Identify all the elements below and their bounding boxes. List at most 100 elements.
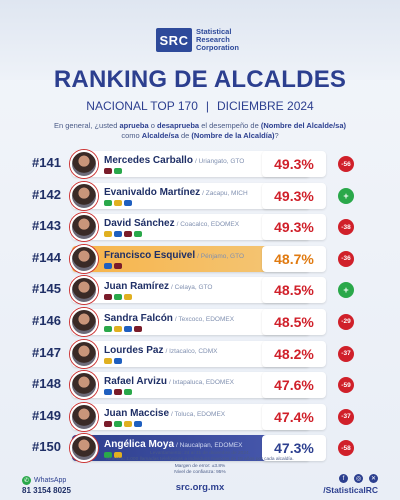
- mayor-avatar: [70, 181, 98, 210]
- website-link[interactable]: src.org.mx: [175, 482, 225, 493]
- rank-change-badge: -59: [338, 377, 354, 394]
- party-logo-icon: [134, 231, 142, 238]
- mayor-name-line: Angélica Moya / Naucalpan, EDOMEX: [104, 439, 243, 450]
- whatsapp-label: WhatsApp: [34, 477, 67, 484]
- party-logo-icon: [134, 325, 142, 332]
- ranking-row: #149 Juan Maccise / Toluca, EDOMEX 47.4% -37: [32, 402, 378, 432]
- rank-number: #144: [32, 249, 61, 265]
- party-logo-icon: [134, 420, 142, 427]
- party-logo-icon: [124, 231, 132, 238]
- page-subtitle: NACIONAL TOP 170 | DICIEMBRE 2024: [0, 99, 400, 113]
- header-band: [0, 0, 400, 80]
- mayor-location: / Coacalco, EDOMEX: [176, 221, 240, 229]
- party-logos: [104, 325, 144, 332]
- mayor-location: / Ixtapaluca, EDOMEX: [168, 379, 235, 387]
- question-text-5: de: [178, 131, 192, 140]
- approval-percentage: 48.5%: [262, 308, 326, 335]
- party-logo-icon: [114, 452, 122, 459]
- mayor-location: / Zacapu, MICH: [202, 189, 248, 197]
- party-logo-icon: [104, 357, 112, 364]
- question-text-4: como: [121, 131, 142, 140]
- party-logo-icon: [124, 389, 132, 396]
- party-logo-icon: [104, 325, 112, 332]
- rank-number: #145: [32, 281, 61, 297]
- ranking-row: #143 David Sánchez / Coacalco, EDOMEX 49.3%…: [32, 212, 378, 242]
- subtitle-scope: NACIONAL TOP 170: [86, 99, 198, 113]
- ranking-row: #148 Rafael Arvizu / Ixtapaluca, EDOMEX 47.…: [32, 370, 378, 400]
- mayor-name-line: Mercedes Carballo / Uriangato, GTO: [104, 155, 244, 166]
- party-logo-icon: [124, 199, 132, 206]
- facebook-icon[interactable]: f: [339, 474, 348, 483]
- ranking-row: #142 Evanivaldo Martínez / Zacapu, MICH 49.…: [32, 181, 378, 211]
- party-logo-icon: [104, 168, 112, 174]
- mayor-name-line: Lourdes Paz / Iztacalco, CDMX: [104, 345, 217, 356]
- rank-change-badge: -56: [338, 156, 354, 172]
- whatsapp-icon: ✆: [22, 476, 31, 485]
- party-logo-icon: [104, 452, 112, 459]
- party-logo-icon: [114, 231, 122, 238]
- party-logos: [104, 199, 134, 206]
- party-logo-icon: [124, 325, 132, 332]
- mayor-name: Sandra Falcón: [104, 312, 173, 324]
- party-logos: [104, 294, 134, 301]
- party-logo-icon: [114, 294, 122, 301]
- rank-number: #142: [32, 186, 61, 202]
- src-logo: SRC Statistical Research Corporation: [156, 28, 239, 52]
- approval-percentage: 48.5%: [262, 277, 326, 304]
- party-logo-icon: [114, 199, 122, 206]
- whatsapp-contact[interactable]: ✆ WhatsApp 81 3154 8025: [22, 476, 71, 495]
- mayor-name: Angélica Moya: [104, 439, 175, 451]
- question-text-3: el desempeño de: [199, 121, 261, 130]
- rank-up-badge: +: [338, 282, 354, 299]
- question-bold-5: (Nombre de la Alcaldía): [191, 131, 275, 140]
- rank-change-badge: -58: [338, 440, 354, 457]
- mayor-name: Evanivaldo Martínez: [104, 186, 201, 198]
- mayor-location: / Iztacalco, CDMX: [165, 347, 218, 355]
- mayor-name-line: David Sánchez / Coacalco, EDOMEX: [104, 218, 239, 229]
- mayor-location: / Uriangato, GTO: [194, 158, 245, 165]
- approval-percentage: 47.3%: [262, 435, 326, 462]
- logo-mark: SRC: [156, 28, 192, 52]
- party-logos: [104, 168, 124, 174]
- party-logo-icon: [104, 389, 112, 396]
- question-bold-4: Alcalde/sa: [141, 131, 179, 140]
- rank-number: #148: [32, 376, 61, 392]
- ranking-row: #145 Juan Ramírez / Celaya, GTO 48.5% +: [32, 275, 378, 305]
- question-bold-2: desaprueba: [157, 121, 200, 130]
- party-logo-icon: [114, 262, 122, 269]
- rank-number: #150: [32, 439, 61, 455]
- mayor-avatar: [70, 434, 98, 463]
- mayor-location: / Toluca, EDOMEX: [171, 410, 226, 418]
- x-icon[interactable]: ✕: [369, 474, 378, 483]
- mayor-avatar: [70, 371, 98, 400]
- mayor-name: Francisco Esquivel: [104, 249, 196, 261]
- rank-number: #149: [32, 407, 61, 423]
- ranking-row: #141 Mercedes Carballo / Uriangato, GTO 49.…: [32, 149, 378, 179]
- party-logo-icon: [124, 420, 132, 427]
- mayor-location: / Texcoco, EDOMEX: [174, 315, 235, 323]
- mayor-name-line: Sandra Falcón / Texcoco, EDOMEX: [104, 313, 234, 324]
- logo-text: Statistical Research Corporation: [196, 28, 239, 52]
- logo-line-1: Statistical: [196, 27, 232, 36]
- instagram-icon[interactable]: ◎: [354, 474, 363, 483]
- social-handle[interactable]: /StatisticalRC: [323, 485, 378, 495]
- party-logo-icon: [114, 389, 122, 396]
- subtitle-separator: |: [205, 99, 210, 113]
- mayor-location: / Pénjamo, GTO: [197, 252, 244, 260]
- mayor-name-line: Francisco Esquivel / Pénjamo, GTO: [104, 250, 244, 261]
- approval-percentage: 49.3%: [262, 151, 326, 177]
- mayor-location: / Naucalpan, EDOMEX: [176, 442, 243, 450]
- mayor-name: David Sánchez: [104, 218, 175, 230]
- mayor-avatar: [70, 213, 98, 242]
- mayor-avatar: [70, 150, 98, 178]
- footnote-line-3: Margen de error: ±3.8%: [174, 463, 226, 469]
- subtitle-date: DICIEMBRE 2024: [217, 99, 314, 113]
- mayor-name-line: Evanivaldo Martínez / Zacapu, MICH: [104, 187, 248, 198]
- mayor-avatar: [70, 307, 98, 336]
- mayor-avatar: [70, 244, 98, 273]
- question-bold-1: aprueba: [119, 121, 149, 130]
- party-logo-icon: [104, 420, 112, 427]
- party-logos: [104, 420, 144, 427]
- party-logo-icon: [104, 231, 112, 238]
- approval-percentage: 48.7%: [262, 245, 326, 272]
